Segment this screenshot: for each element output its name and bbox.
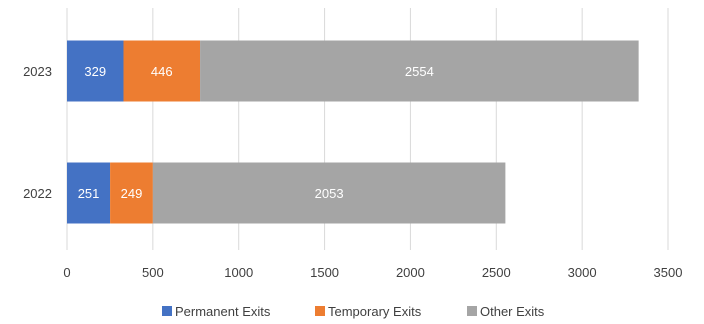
bar-segment	[152, 162, 506, 224]
legend-swatch	[162, 306, 172, 316]
bar-segment	[67, 40, 124, 102]
y-tick-label: 2023	[23, 64, 52, 79]
bar-segment	[110, 162, 153, 224]
x-tick-label: 2500	[482, 265, 511, 280]
x-axis: 0 500 1000 1500 2000 2500 3000 3500	[63, 265, 682, 280]
y-axis: 2023 2022	[23, 64, 52, 201]
x-tick-label: 3500	[654, 265, 683, 280]
data-label: 446	[151, 64, 173, 79]
x-tick-label: 1500	[310, 265, 339, 280]
legend: Permanent Exits Temporary Exits Other Exit…	[162, 304, 545, 319]
y-tick-label: 2022	[23, 186, 52, 201]
x-tick-label: 3000	[568, 265, 597, 280]
bar-series	[67, 40, 639, 224]
legend-swatch	[315, 306, 325, 316]
data-label: 329	[84, 64, 106, 79]
x-tick-label: 1000	[224, 265, 253, 280]
data-label: 2053	[315, 186, 344, 201]
bar-segment	[200, 40, 639, 102]
bar-segment	[67, 162, 111, 224]
x-tick-label: 2000	[396, 265, 425, 280]
x-tick-label: 500	[142, 265, 164, 280]
data-label: 2554	[405, 64, 434, 79]
legend-swatch	[467, 306, 477, 316]
legend-label: Other Exits	[480, 304, 545, 319]
data-labels: 329 446 2554 251 249 2053	[78, 64, 434, 201]
data-label: 251	[78, 186, 100, 201]
legend-label: Temporary Exits	[328, 304, 422, 319]
data-label: 249	[121, 186, 143, 201]
legend-label: Permanent Exits	[175, 304, 271, 319]
bar-segment	[123, 40, 201, 102]
x-tick-label: 0	[63, 265, 70, 280]
